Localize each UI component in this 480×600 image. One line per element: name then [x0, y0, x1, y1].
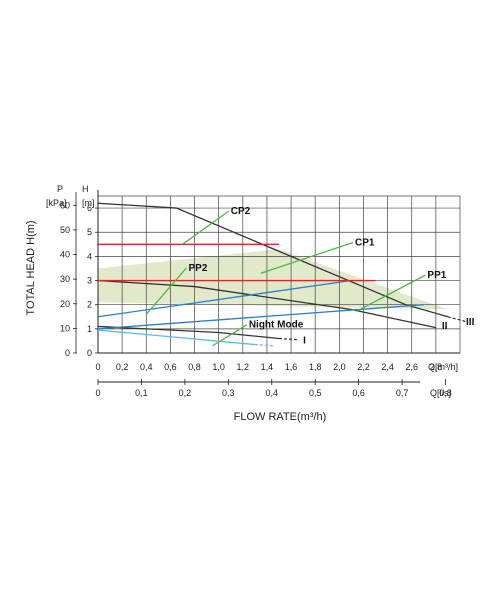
label-leader-line [145, 267, 187, 315]
q1-tick-label: 2,4 [381, 362, 394, 372]
q1-tick-label: 2,0 [333, 362, 346, 372]
p-tick-label: 30 [60, 274, 70, 284]
q1-tick-label: 0,6 [164, 362, 177, 372]
q2-axis-label: Q[l/s] [430, 388, 451, 398]
h-tick-label: 0 [87, 348, 92, 358]
q2-tick-label: 0,1 [135, 388, 148, 398]
q2-tick-label: 0,4 [266, 388, 279, 398]
curve-label-night-mode: Night Mode [249, 320, 304, 331]
h-tick-label: 5 [87, 227, 92, 237]
p-tick-label: 60 [60, 200, 70, 210]
curve-label-cp1: CP1 [355, 238, 375, 249]
q2-tick-label: 0,5 [309, 388, 322, 398]
curve-ii [97, 279, 437, 329]
q1-tick-label: 1,0 [212, 362, 225, 372]
curve-label-i: I [303, 335, 306, 346]
label-leader-line [212, 324, 248, 347]
q1-tick-label: 1,2 [237, 362, 250, 372]
p-tick-label: 50 [60, 225, 70, 235]
curve-i [97, 325, 280, 340]
q1-tick-label: 0,4 [140, 362, 153, 372]
q1-axis-label: Q[m³/h] [428, 362, 458, 372]
q1-tick-label: 2,2 [357, 362, 370, 372]
curve-label-pp1: PP1 [427, 270, 446, 281]
h-symbol: H [82, 184, 89, 194]
curve-label-iii: III [466, 317, 475, 328]
y-axis-title: TOTAL HEAD H(m) [25, 220, 37, 315]
q1-tick-label: 1,4 [261, 362, 274, 372]
p-tick-label: 10 [60, 323, 70, 333]
q2-tick-label: 0,7 [396, 388, 409, 398]
q1-tick-label: 2,6 [405, 362, 418, 372]
q2-tick-label: 0,8 [439, 388, 452, 398]
curve-label-cp2: CP2 [231, 206, 251, 217]
p-tick-label: 40 [60, 250, 70, 260]
q1-tick-label: 1,8 [309, 362, 322, 372]
h-tick-label: 1 [87, 324, 92, 334]
q2-tick-label: 0,6 [352, 388, 365, 398]
q1-tick-label: 1,6 [285, 362, 298, 372]
q2-tick-label: 0,2 [179, 388, 192, 398]
q2-tick-label: 0,3 [222, 388, 235, 398]
curve-label-ii: II [442, 321, 448, 332]
h-tick-label: 3 [87, 276, 92, 286]
q2-tick-label: 0 [95, 388, 100, 398]
q1-tick-label: 0,8 [188, 362, 201, 372]
p-tick-label: 0 [65, 348, 70, 358]
operating-region [98, 249, 448, 310]
curve-dashed-tail [447, 316, 467, 323]
curve-line-3 [97, 279, 352, 318]
p-tick-label: 20 [60, 299, 70, 309]
curve-label-pp2: PP2 [189, 263, 208, 274]
h-unit: [m] [82, 198, 95, 208]
h-tick-label: 4 [87, 251, 92, 261]
h-tick-label: 6 [87, 203, 92, 213]
curve-line-4 [97, 304, 424, 330]
p-symbol: P [57, 184, 63, 194]
q1-tick-label: 0 [95, 362, 100, 372]
curve-iii [97, 202, 449, 318]
curve-line-5 [97, 329, 255, 346]
q1-tick-label: 2,8 [430, 362, 443, 372]
label-leader-line [260, 241, 354, 274]
x-axis-title: FLOW RATE(m³/h) [234, 411, 327, 423]
h-tick-label: 2 [87, 300, 92, 310]
label-leader-line [182, 210, 230, 245]
q1-tick-label: 0,2 [116, 362, 129, 372]
p-unit: [kPa] [46, 198, 67, 208]
curve-dashed-tail [254, 343, 274, 347]
curve-dashed-tail [278, 337, 298, 341]
label-leader-line [357, 274, 426, 312]
